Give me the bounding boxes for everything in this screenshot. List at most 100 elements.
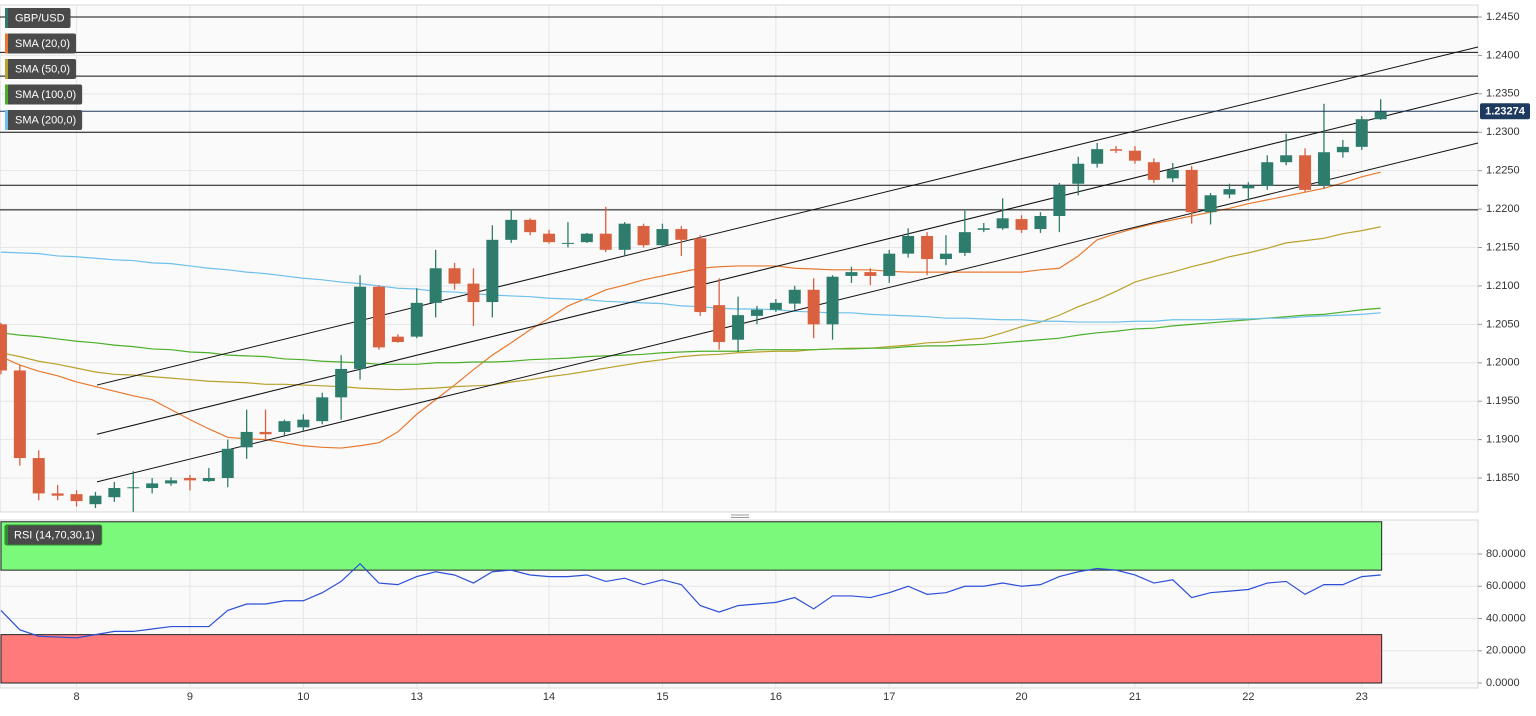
legend-label: SMA (100,0): [15, 89, 76, 101]
candle-body: [561, 242, 574, 244]
legend-label: GBP/USD: [15, 12, 65, 24]
y-tick-label: 1.2250: [1486, 165, 1520, 177]
legend-box: [5, 84, 83, 105]
candle-body: [221, 448, 234, 479]
candle-body: [259, 431, 272, 435]
y-tick-label: 1.2450: [1486, 11, 1520, 23]
candle-body: [278, 421, 291, 432]
candle-body: [316, 397, 329, 422]
y-tick-label: 40.0000: [1486, 612, 1526, 624]
legend-box: [5, 33, 77, 54]
candle-body: [694, 238, 707, 313]
x-tick-label: 10: [297, 691, 309, 703]
candle-body: [1072, 163, 1085, 184]
candle-body: [618, 223, 631, 250]
candle-body: [1355, 119, 1368, 147]
last-price-label: 1.23274: [1485, 106, 1526, 118]
sma-line: [0, 171, 1381, 449]
x-tick-label: 13: [411, 691, 423, 703]
legend-box: [5, 8, 71, 28]
candle-body: [108, 488, 121, 498]
rsi-label-stripe: [5, 525, 8, 545]
candle-body: [637, 225, 650, 246]
candle-body: [656, 229, 669, 246]
candle-body: [845, 272, 858, 276]
x-tick-label: 22: [1242, 691, 1254, 703]
candle-body: [996, 218, 1009, 229]
candle-body: [864, 272, 877, 276]
y-tick-label: 1.2050: [1486, 318, 1520, 330]
legend-label: SMA (20,0): [15, 38, 70, 50]
y-tick-label: 1.2100: [1486, 280, 1520, 292]
candle-body: [1223, 189, 1236, 195]
y-tick-label: 1.2350: [1486, 88, 1520, 100]
sma-line: [0, 226, 1381, 391]
candle-body: [524, 219, 537, 233]
x-tick-label: 14: [543, 691, 555, 703]
oversold-zone: [0, 634, 1383, 684]
y-tick-label: 1.1850: [1486, 472, 1520, 484]
candle-body: [165, 480, 178, 484]
panel-divider-handle[interactable]: [731, 514, 749, 518]
y-tick-label: 1.2200: [1486, 203, 1520, 215]
candle-body: [1147, 162, 1160, 180]
candle-body: [826, 276, 839, 325]
candle-body: [1374, 111, 1387, 120]
y-tick-label: 20.0000: [1486, 645, 1526, 657]
legend-swatch: [5, 84, 8, 105]
x-tick-label: 21: [1129, 691, 1141, 703]
y-tick-label: 1.2000: [1486, 357, 1520, 369]
candle-body: [13, 370, 26, 459]
candle-body: [51, 493, 64, 496]
candle-body: [70, 494, 83, 502]
y-tick-label: 0.0000: [1486, 677, 1520, 689]
candle-body: [1185, 169, 1198, 213]
candle-body: [335, 368, 348, 398]
candle-body: [32, 458, 45, 494]
candle-body: [410, 302, 423, 337]
rsi-label-text: RSI (14,70,30,1): [14, 529, 95, 541]
legend-item: SMA (50,0): [5, 59, 77, 79]
candle-body: [202, 478, 215, 482]
candle-body: [883, 253, 896, 276]
candle-body: [0, 324, 7, 371]
candle-body: [939, 253, 952, 260]
candle-body: [1261, 162, 1274, 187]
legend-swatch: [5, 110, 8, 130]
trend-line: [96, 92, 1479, 435]
legend-label: SMA (50,0): [15, 63, 70, 75]
candle-body: [1204, 195, 1217, 213]
trend-line: [96, 46, 1479, 386]
x-tick-label: 20: [1015, 691, 1027, 703]
candle-body: [146, 483, 159, 489]
candle-body: [89, 495, 102, 505]
candle-body: [788, 289, 801, 304]
last-price-tag: [1480, 103, 1530, 120]
candle-body: [1280, 155, 1293, 163]
candle-body: [1317, 152, 1330, 186]
candle-body: [467, 283, 480, 303]
candle-body: [1242, 185, 1255, 189]
candle-body: [1299, 155, 1312, 190]
y-tick-label: 1.1900: [1486, 434, 1520, 446]
legend-item: GBP/USD: [5, 8, 71, 28]
candle-body: [1166, 169, 1179, 179]
legend-label: SMA (200,0): [15, 114, 76, 126]
candle-body: [1053, 185, 1066, 217]
legend: RSI (14,70,30,1) GBP/USD SMA (20,0) SMA (50…: [4, 8, 103, 546]
legend-box: [5, 110, 83, 130]
candle-body: [240, 431, 253, 448]
y-tick-label: 1.2150: [1486, 241, 1520, 253]
legend-item: SMA (200,0): [5, 110, 83, 130]
price-panel: [0, 4, 1479, 513]
candle-body: [1336, 146, 1349, 153]
rsi-label: RSI (14,70,30,1): [4, 524, 103, 546]
candle-body: [183, 478, 196, 481]
legend-swatch: [5, 59, 8, 79]
legend-box: [5, 59, 77, 79]
legend-swatch: [5, 8, 8, 28]
candle-body: [599, 233, 612, 250]
legend-swatch: [5, 33, 8, 54]
candle-body: [769, 302, 782, 310]
